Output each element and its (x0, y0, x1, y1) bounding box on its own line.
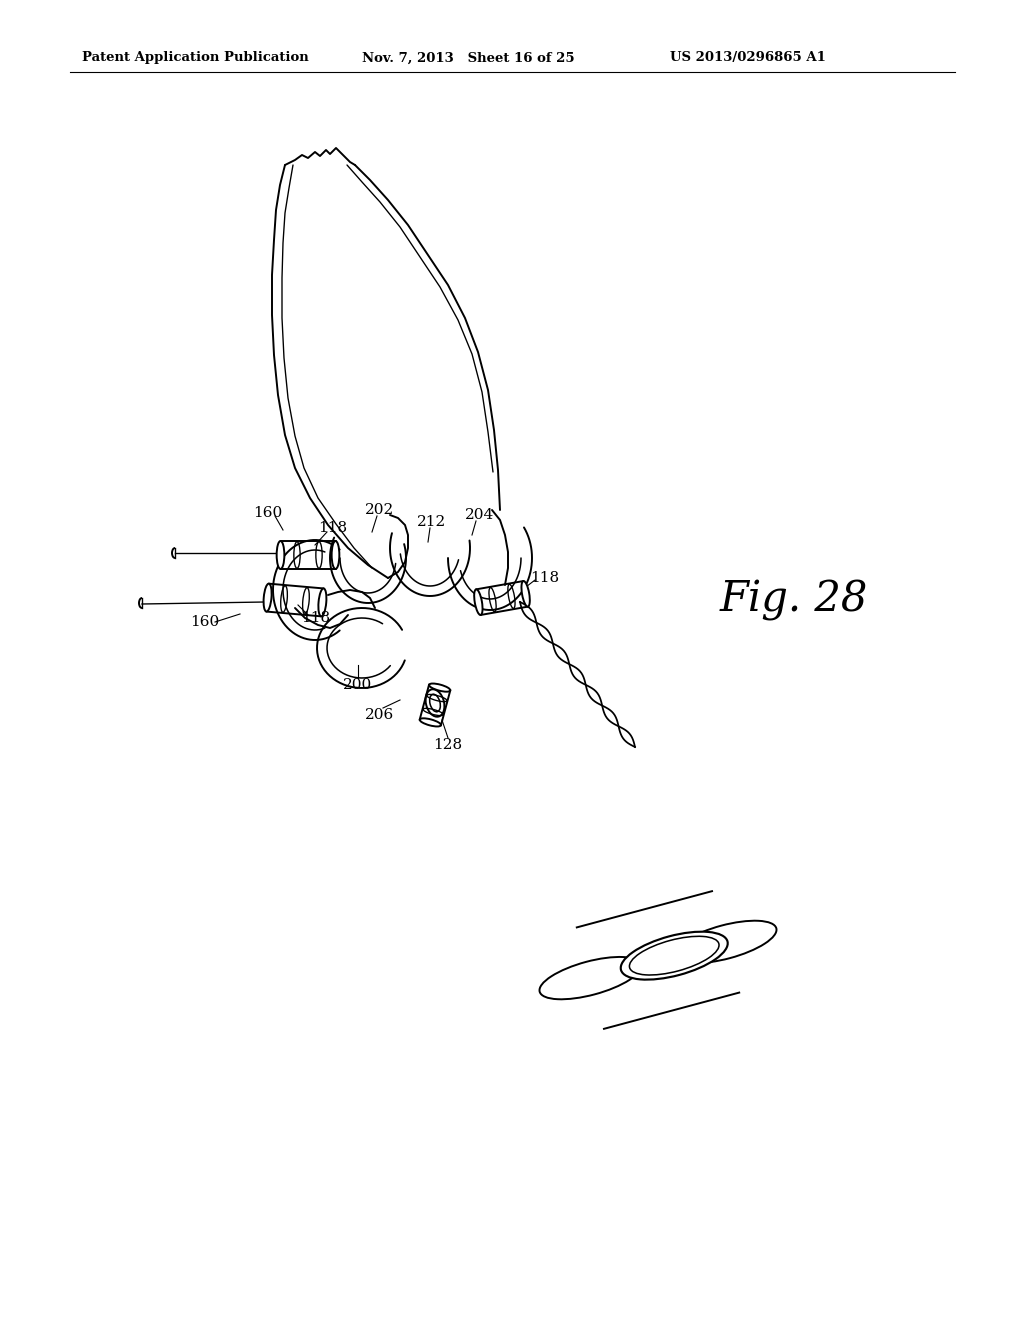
Text: 118: 118 (318, 521, 347, 535)
Text: 200: 200 (343, 678, 373, 692)
Ellipse shape (621, 932, 728, 979)
Ellipse shape (332, 541, 339, 569)
Ellipse shape (540, 957, 641, 999)
Ellipse shape (420, 718, 441, 726)
Text: 212: 212 (418, 515, 446, 529)
Ellipse shape (521, 581, 529, 607)
Text: 160: 160 (253, 506, 283, 520)
Text: 118: 118 (301, 611, 331, 624)
Ellipse shape (263, 583, 271, 611)
Text: 206: 206 (366, 708, 394, 722)
Text: 128: 128 (433, 738, 463, 752)
Text: 202: 202 (366, 503, 394, 517)
Text: Patent Application Publication: Patent Application Publication (82, 51, 309, 65)
Text: 118: 118 (530, 572, 559, 585)
Ellipse shape (276, 541, 285, 569)
Text: 160: 160 (190, 615, 219, 630)
Text: Fig. 28: Fig. 28 (720, 579, 868, 620)
Text: 204: 204 (465, 508, 495, 521)
Ellipse shape (675, 921, 776, 964)
Text: US 2013/0296865 A1: US 2013/0296865 A1 (670, 51, 826, 65)
Ellipse shape (429, 684, 451, 692)
Ellipse shape (318, 589, 327, 616)
Text: Nov. 7, 2013   Sheet 16 of 25: Nov. 7, 2013 Sheet 16 of 25 (362, 51, 574, 65)
Ellipse shape (474, 589, 482, 615)
